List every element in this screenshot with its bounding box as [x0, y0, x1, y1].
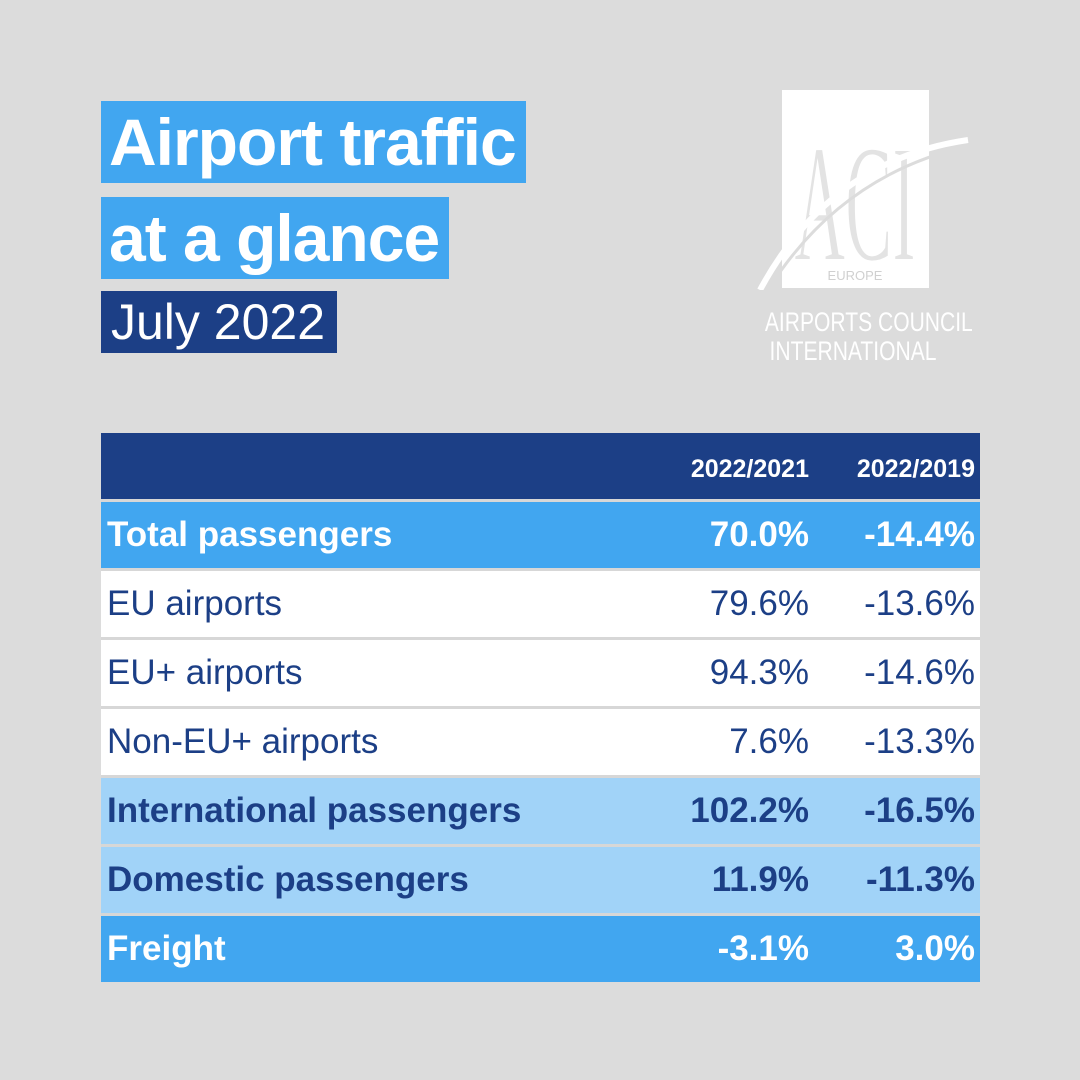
row-label: International passengers	[107, 791, 522, 830]
row-label: EU+ airports	[107, 653, 303, 692]
value-2022-2021: -3.1%	[717, 929, 809, 968]
table-row: Total passengers 70.0% -14.4%	[101, 502, 980, 571]
table-row: Non-EU+ airports 7.6% -13.3%	[101, 709, 980, 778]
row-label: Domestic passengers	[107, 860, 469, 899]
value-2022-2021: 7.6%	[729, 722, 809, 761]
value-2022-2019: -11.3%	[866, 860, 975, 899]
aci-logo-box	[782, 90, 929, 288]
table-row: EU airports 79.6% -13.6%	[101, 571, 980, 640]
value-2022-2019: -14.6%	[864, 653, 975, 692]
table-row: EU+ airports 94.3% -14.6%	[101, 640, 980, 709]
value-2022-2019: 3.0%	[895, 929, 975, 968]
value-2022-2019: -13.3%	[864, 722, 975, 761]
logo-name-line-2: INTERNATIONAL	[769, 336, 937, 366]
period-label: July 2022	[101, 291, 338, 353]
logo-swoosh	[757, 137, 969, 290]
traffic-table: 2022/2021 2022/2019 Total passengers 70.0…	[101, 433, 980, 982]
header-2022-2021: 2022/2021	[690, 454, 809, 483]
value-2022-2021: 102.2%	[690, 791, 809, 830]
table-row: International passengers 102.2% -16.5%	[101, 778, 980, 847]
row-label: Non-EU+ airports	[107, 722, 379, 761]
value-2022-2019: -14.4%	[864, 515, 975, 554]
logo-monogram: ACI	[794, 110, 916, 290]
table-header-row: 2022/2021 2022/2019	[101, 433, 980, 502]
row-label: EU airports	[107, 584, 283, 623]
value-2022-2021: 11.9%	[711, 860, 809, 899]
title-line-2: at a glance	[101, 197, 450, 279]
title-line-1: Airport traffic	[101, 101, 526, 183]
value-2022-2019: -16.5%	[864, 791, 975, 830]
table-row: Domestic passengers 11.9% -11.3%	[101, 847, 980, 916]
aci-logo-icon: ACI EUROPE	[757, 109, 969, 290]
logo-swoosh-shadow	[766, 144, 969, 290]
value-2022-2021: 94.3%	[709, 653, 809, 692]
header-2022-2019: 2022/2019	[856, 454, 975, 483]
row-label: Total passengers	[107, 515, 393, 554]
value-2022-2021: 70.0%	[709, 515, 809, 554]
value-2022-2021: 79.6%	[709, 584, 809, 623]
logo-name-line-1: AIRPORTS COUNCIL	[764, 307, 973, 337]
value-2022-2019: -13.6%	[864, 584, 975, 623]
table-row: Freight -3.1% 3.0%	[101, 916, 980, 982]
logo-region: EUROPE	[828, 268, 883, 283]
row-label: Freight	[107, 929, 226, 968]
